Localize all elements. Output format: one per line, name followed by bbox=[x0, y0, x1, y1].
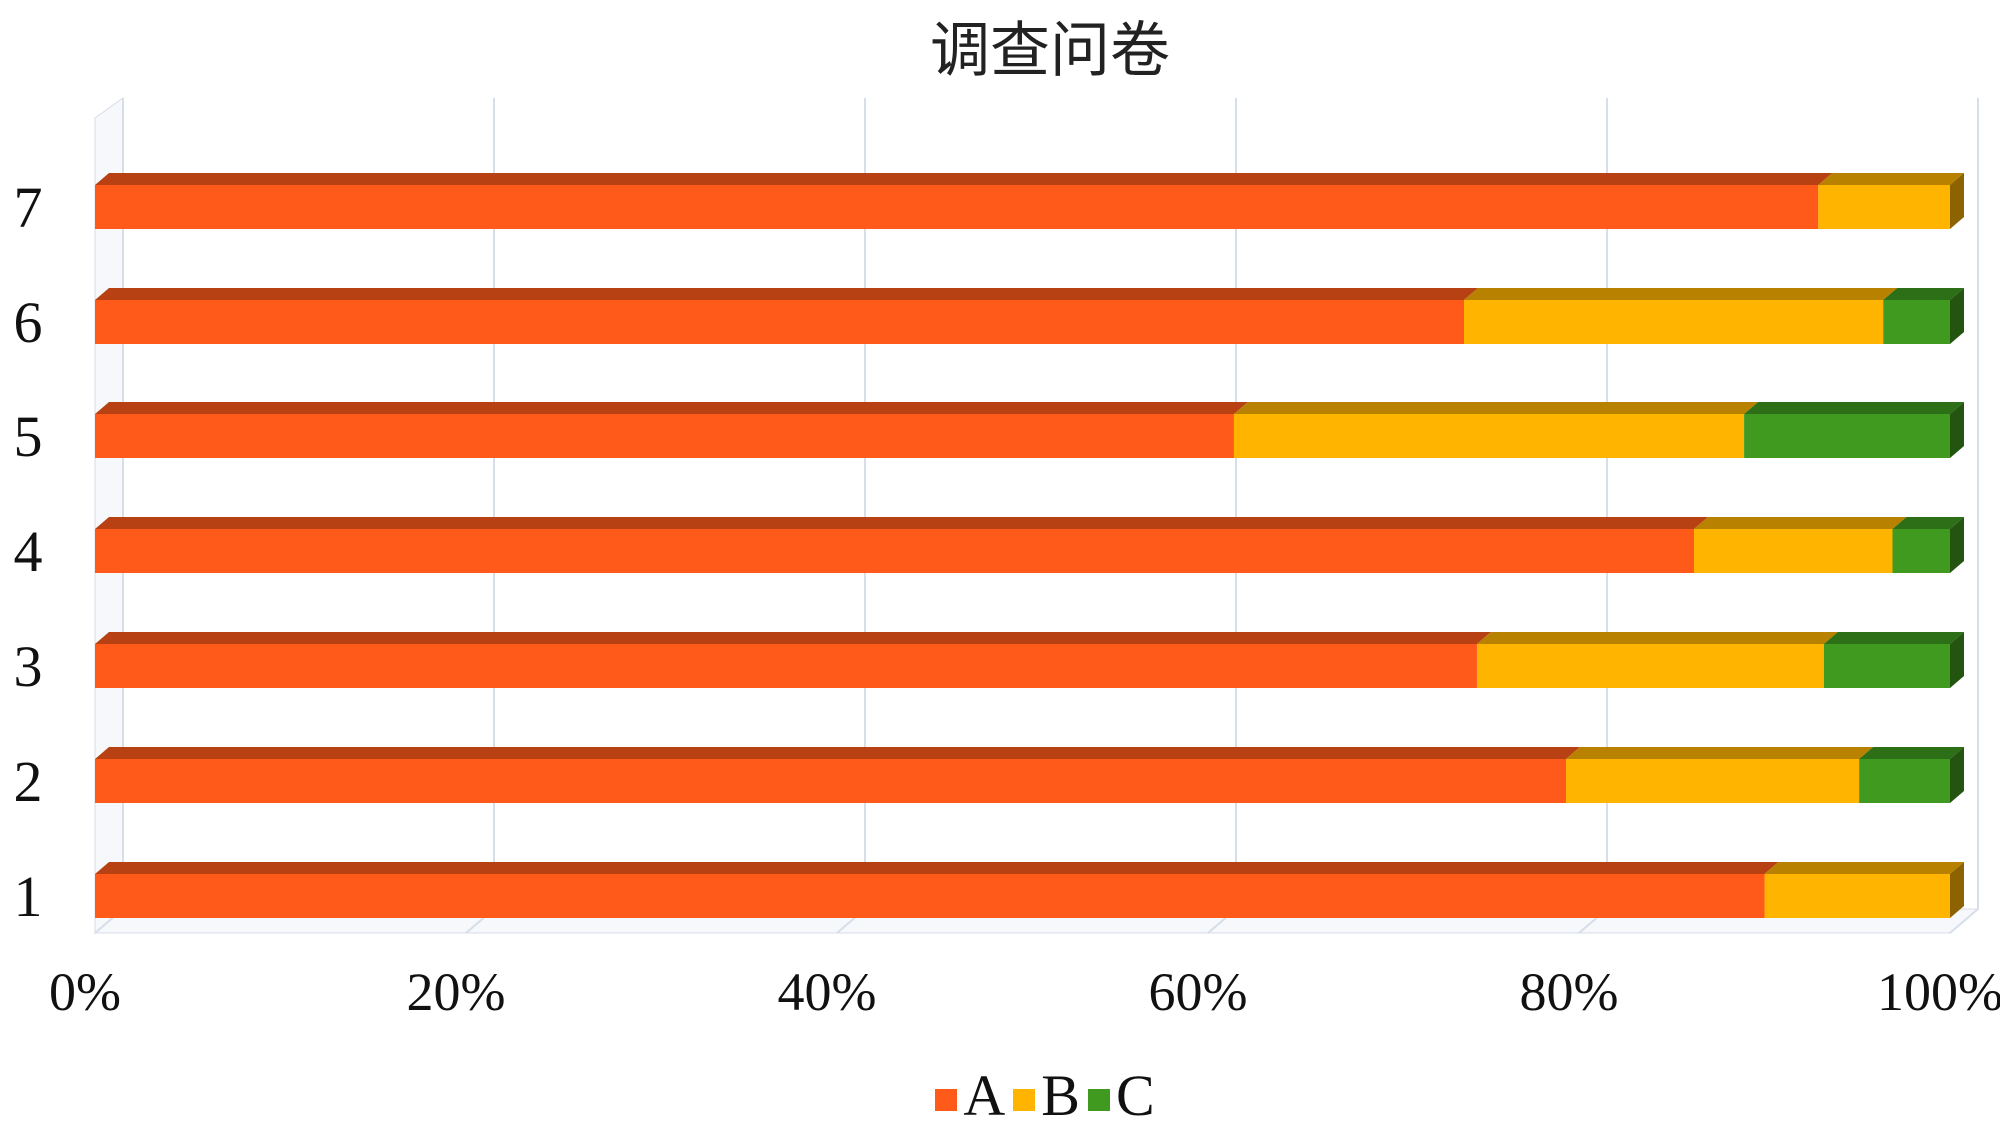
bar-end-face bbox=[1950, 517, 1964, 573]
legend-item-C: C bbox=[1087, 1062, 1155, 1129]
y-tick-label: 4 bbox=[14, 519, 43, 584]
y-tick-label: 5 bbox=[14, 404, 43, 469]
x-tick-label: 80% bbox=[1520, 962, 1619, 1022]
bar-segment-B bbox=[1476, 644, 1824, 688]
bar-top-B bbox=[1694, 517, 1907, 529]
bar-segment-A bbox=[95, 185, 1819, 229]
bar-top-C bbox=[1883, 288, 1964, 300]
y-tick-label: 2 bbox=[14, 749, 43, 814]
bar-segment-A bbox=[95, 759, 1567, 803]
bar-segment-B bbox=[1764, 874, 1950, 918]
bar-top-B bbox=[1463, 288, 1898, 300]
bar-segment-A bbox=[95, 529, 1695, 573]
y-tick-label: 1 bbox=[14, 864, 43, 929]
bar-top-C bbox=[1859, 747, 1964, 759]
bar-segment-C bbox=[1744, 414, 1950, 458]
bar-segment-A bbox=[95, 414, 1234, 458]
legend-swatch bbox=[1087, 1089, 1110, 1111]
legend-swatch bbox=[1013, 1089, 1036, 1111]
bar-end-face bbox=[1950, 288, 1964, 344]
legend-swatch bbox=[935, 1089, 958, 1111]
bar-segment-A bbox=[95, 300, 1464, 344]
bar-top-B bbox=[1818, 173, 1964, 185]
bar-segment-A bbox=[95, 874, 1765, 918]
legend-item-B: B bbox=[1013, 1062, 1080, 1129]
bar-segment-B bbox=[1694, 529, 1893, 573]
bar-segment-C bbox=[1823, 644, 1950, 688]
bar-end-face bbox=[1950, 632, 1964, 688]
bar-end-face bbox=[1950, 862, 1964, 918]
bar-end-face bbox=[1950, 402, 1964, 458]
bar-top-B bbox=[1476, 632, 1838, 644]
bar-top-C bbox=[1744, 402, 1964, 414]
y-tick-label: 7 bbox=[14, 175, 43, 240]
bar-top-A bbox=[95, 173, 1833, 185]
bar-segment-A bbox=[95, 644, 1477, 688]
bar-segment-B bbox=[1818, 185, 1950, 229]
y-tick-label: 3 bbox=[14, 634, 43, 699]
bar-end-face bbox=[1950, 173, 1964, 229]
legend-label: A bbox=[963, 1063, 1006, 1128]
bar-top-B bbox=[1233, 402, 1759, 414]
legend-label: C bbox=[1115, 1063, 1155, 1128]
bar-end-face bbox=[1950, 747, 1964, 803]
legend-item-A: A bbox=[935, 1062, 1005, 1129]
bar-top-B bbox=[1764, 862, 1964, 874]
bar-segment-B bbox=[1463, 300, 1884, 344]
bar-top-C bbox=[1892, 517, 1964, 529]
x-tick-label: 100% bbox=[1877, 962, 2000, 1022]
y-tick-label: 6 bbox=[14, 290, 43, 355]
bar-segment-C bbox=[1859, 759, 1950, 803]
x-tick-label: 0% bbox=[49, 962, 121, 1022]
bar-segment-C bbox=[1892, 529, 1950, 573]
bar-top-A bbox=[95, 862, 1779, 874]
chart-title: 调查问卷 bbox=[930, 16, 1170, 86]
x-tick-label: 60% bbox=[1149, 962, 1248, 1022]
bar-top-A bbox=[95, 288, 1478, 300]
x-tick-label: 40% bbox=[778, 962, 877, 1022]
bar-top-A bbox=[95, 402, 1248, 414]
bar-segment-B bbox=[1233, 414, 1745, 458]
x-gridline-floor bbox=[1949, 908, 1979, 934]
bar-top-A bbox=[95, 632, 1491, 644]
bar-top-C bbox=[1823, 632, 1964, 644]
x-tick-label: 20% bbox=[407, 962, 506, 1022]
bar-top-A bbox=[95, 747, 1581, 759]
legend-label: B bbox=[1041, 1063, 1080, 1128]
bar-top-A bbox=[95, 517, 1709, 529]
bar-segment-C bbox=[1883, 300, 1950, 344]
bar-top-B bbox=[1566, 747, 1874, 759]
bar-segment-B bbox=[1566, 759, 1860, 803]
